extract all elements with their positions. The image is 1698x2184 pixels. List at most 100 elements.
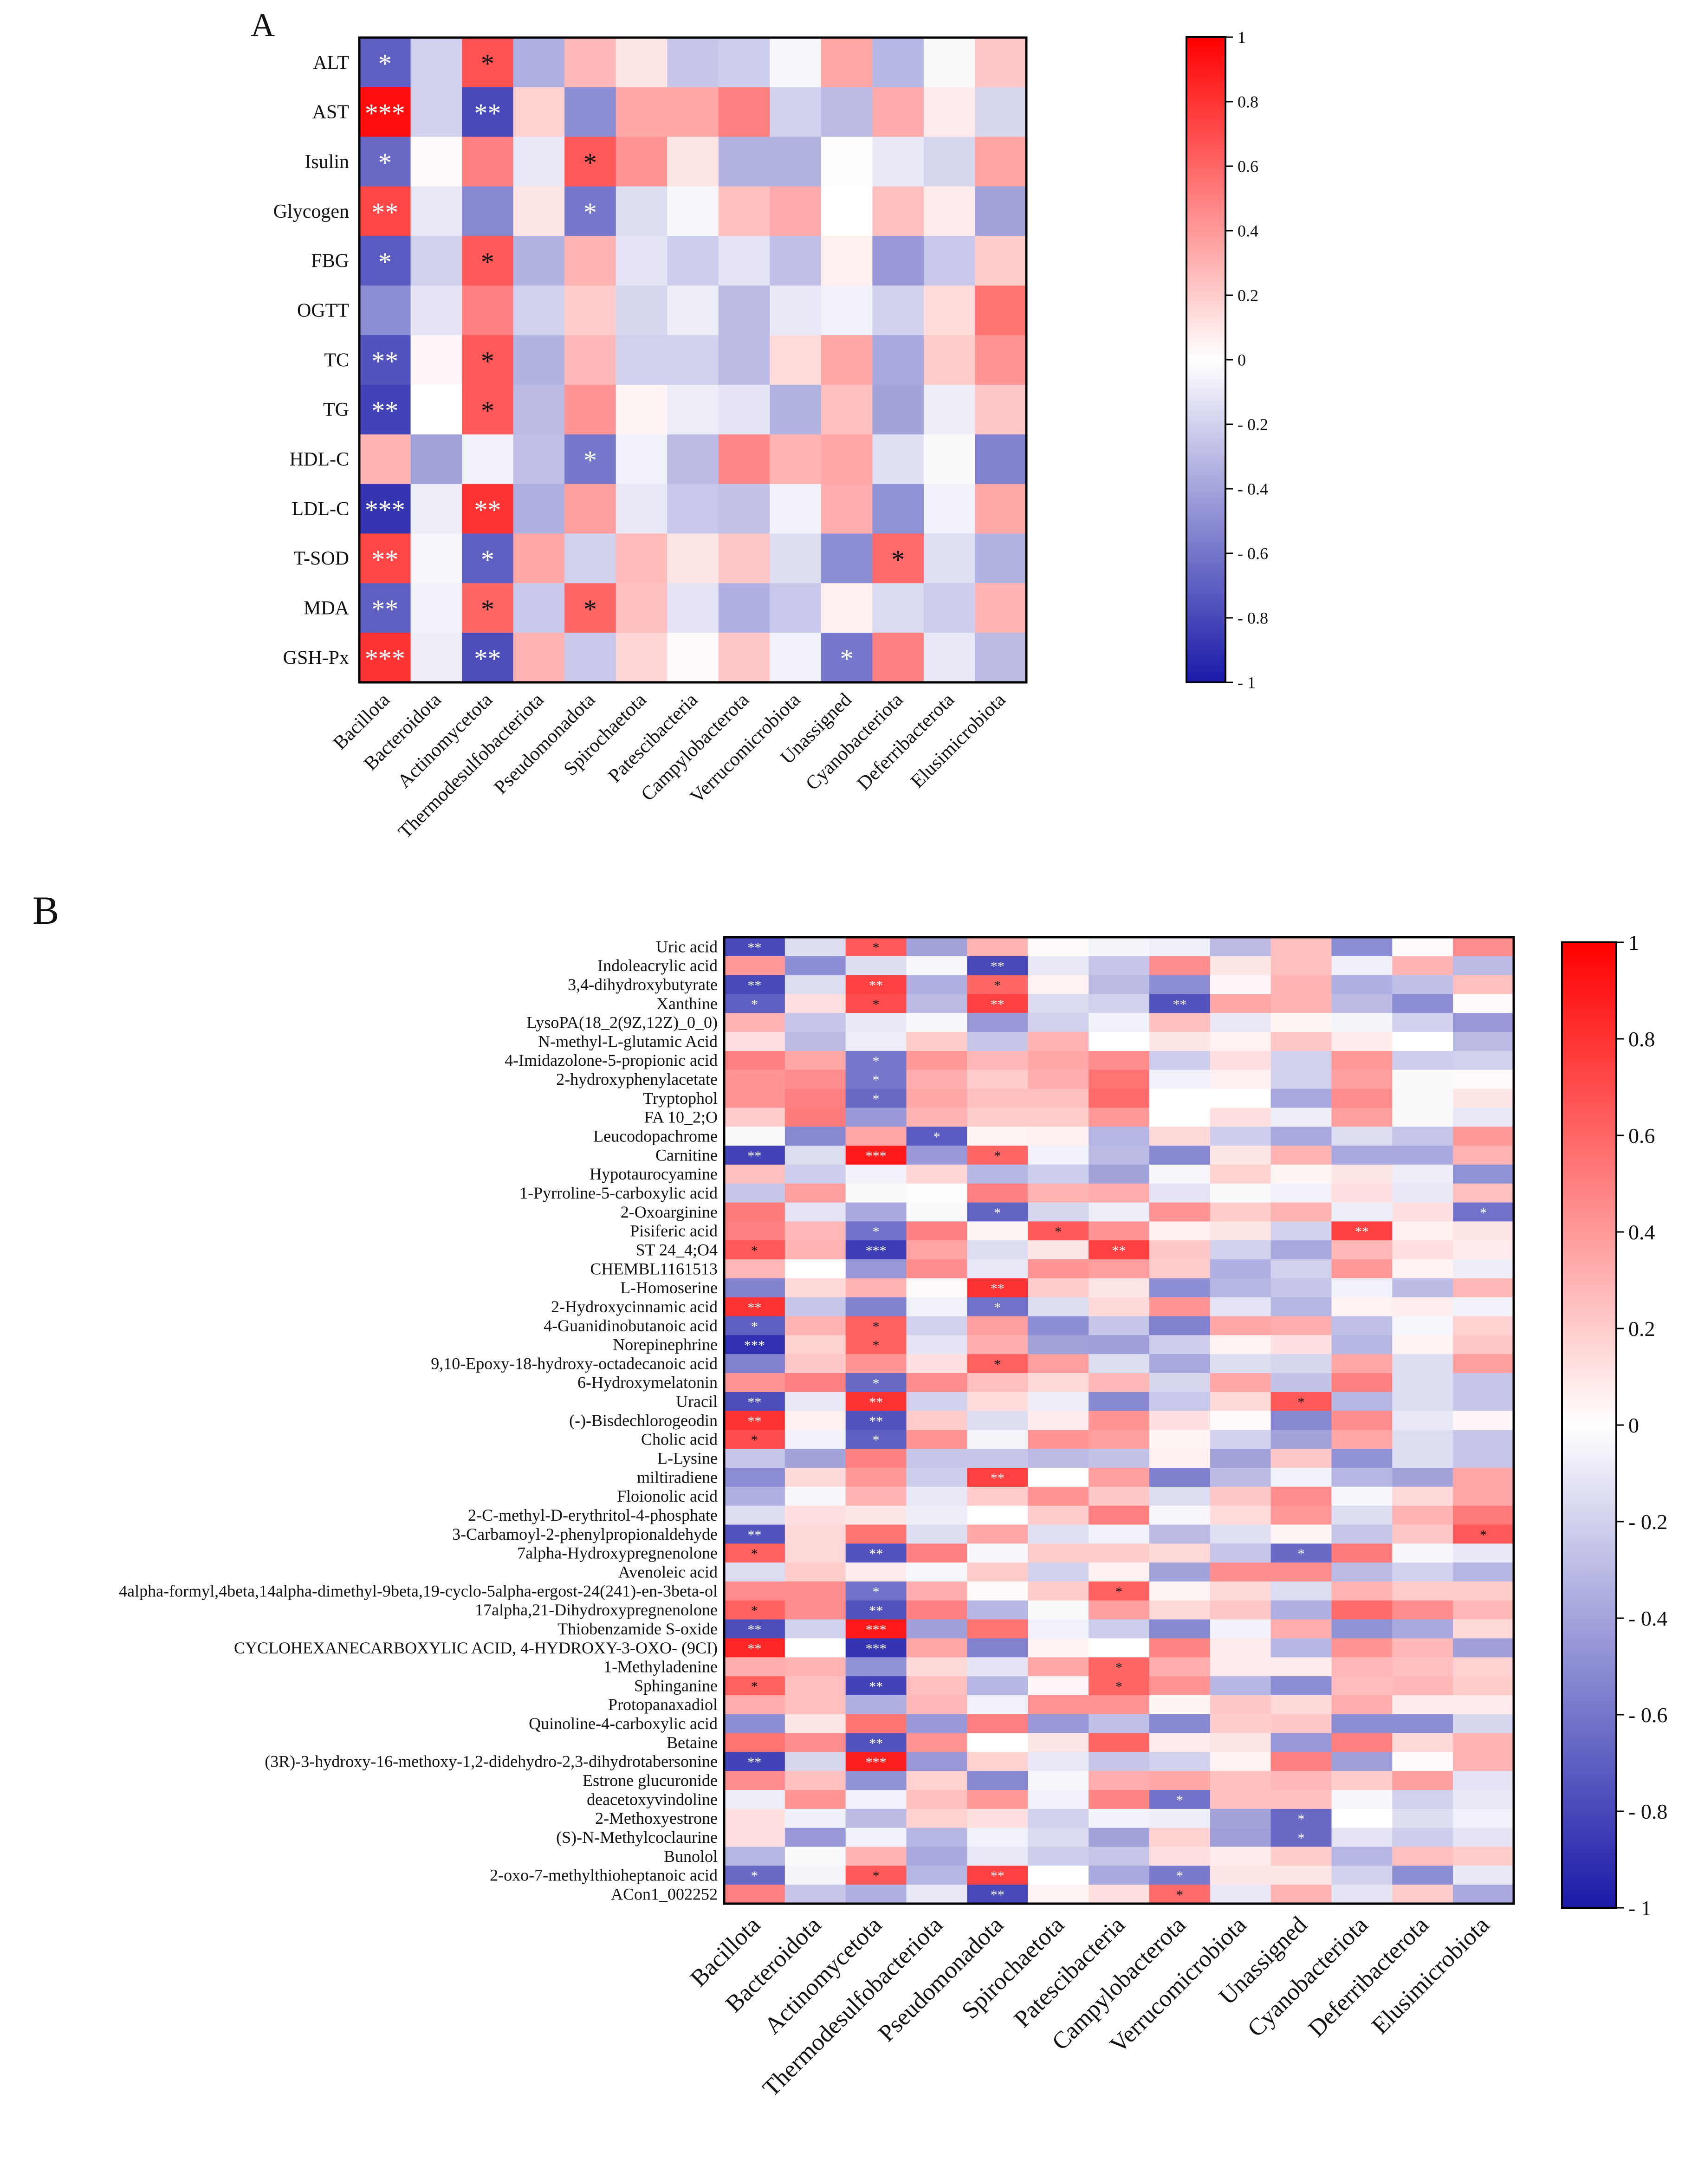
significance-marker: *** [866, 1641, 887, 1656]
heatmap-cell [967, 1790, 1028, 1809]
significance-marker: * [873, 1073, 880, 1088]
row-label: Uric acid [656, 937, 718, 956]
heatmap-cell [1089, 1392, 1150, 1412]
heatmap-cell [1028, 1069, 1089, 1089]
heatmap-cell [1028, 1089, 1089, 1108]
heatmap-cell [906, 1543, 967, 1563]
heatmap-cell [1149, 994, 1211, 1013]
heatmap-cell [724, 994, 785, 1013]
heatmap-cell [1270, 1449, 1332, 1468]
heatmap-cell [1392, 1108, 1453, 1127]
heatmap-cell [1149, 1108, 1211, 1127]
heatmap-cell [967, 1278, 1028, 1298]
heatmap-cell [1270, 1146, 1332, 1165]
heatmap-cell [724, 1752, 785, 1771]
heatmap-cell [784, 1430, 846, 1449]
heatmap-cell [1210, 1847, 1271, 1866]
heatmap-cell [1028, 1733, 1089, 1753]
heatmap-cell [1270, 1127, 1332, 1146]
heatmap-cell [845, 1600, 907, 1620]
heatmap-cell [975, 484, 1027, 534]
heatmap-cell [1392, 1221, 1453, 1241]
row-label: (S)-N-Methylcoclaurine [556, 1828, 718, 1847]
heatmap-cell [1331, 1808, 1393, 1828]
heatmap-cell [784, 1619, 846, 1639]
heatmap-cell [1089, 1581, 1150, 1601]
heatmap-cell [1210, 1430, 1271, 1449]
heatmap-cell [724, 1183, 785, 1203]
heatmap-cell [724, 1411, 785, 1431]
significance-marker: ** [747, 1300, 761, 1315]
heatmap-cell [513, 136, 565, 187]
heatmap-cell [845, 1885, 907, 1904]
heatmap-cell [1149, 1657, 1211, 1677]
heatmap-cell [1392, 1524, 1453, 1544]
heatmap-cell [1149, 956, 1211, 976]
heatmap-cell [845, 1297, 907, 1317]
heatmap-cell [784, 1733, 846, 1753]
heatmap-cell [718, 38, 770, 88]
heatmap-cell [975, 633, 1027, 683]
heatmap-cell [906, 1221, 967, 1241]
heatmap-cell [1210, 1638, 1271, 1658]
heatmap-cell [967, 1619, 1028, 1639]
heatmap-cell [1270, 975, 1332, 995]
panel-a-heatmap: * **** *** *** ** *** *** ***** **** * *** * **** ** *… [273, 28, 1268, 843]
heatmap-cell [1453, 1297, 1514, 1317]
heatmap-cell [1392, 1486, 1453, 1506]
heatmap-cell [1149, 1866, 1211, 1885]
significance-marker: * [873, 1432, 880, 1448]
heatmap-cell [1149, 1714, 1211, 1734]
heatmap-cell [1331, 1259, 1393, 1279]
heatmap-cell [845, 1524, 907, 1544]
row-label: 2-Methoxyestrone [595, 1809, 718, 1828]
heatmap-cell [616, 87, 668, 137]
heatmap-cell [1392, 1127, 1453, 1146]
heatmap-cell [1149, 1316, 1211, 1335]
heatmap-cell [845, 937, 907, 957]
significance-marker: * [751, 1243, 758, 1258]
heatmap-cell [1089, 1430, 1150, 1449]
row-label: 2-Hydroxycinnamic acid [551, 1297, 718, 1316]
significance-marker: ** [869, 1679, 883, 1694]
heatmap-cell [1453, 1089, 1514, 1108]
row-label: FBG [311, 251, 349, 272]
heatmap-cell [1392, 1032, 1453, 1051]
significance-marker: ** [747, 1395, 761, 1410]
heatmap-cell [1392, 1354, 1453, 1374]
heatmap-cell [513, 484, 565, 534]
heatmap-cell [667, 533, 719, 583]
heatmap-cell [872, 434, 924, 485]
heatmap-cell [410, 384, 462, 435]
heatmap-cell [1028, 1619, 1089, 1639]
row-label: 9,10-Epoxy-18-hydroxy-octadecanoic acid [431, 1354, 718, 1373]
heatmap-cell [359, 136, 411, 187]
heatmap-cell [906, 1354, 967, 1374]
heatmap-cell [1210, 937, 1271, 957]
row-label: Uracil [676, 1392, 718, 1411]
heatmap-cell [359, 335, 411, 385]
heatmap-cell [1453, 1050, 1514, 1070]
heatmap-cell [906, 994, 967, 1013]
heatmap-cell [784, 1657, 846, 1677]
heatmap-cell [1210, 1108, 1271, 1127]
heatmap-cell [1392, 1164, 1453, 1184]
row-label: 4-Imidazolone-5-propionic acid [505, 1051, 718, 1069]
heatmap-cell [967, 1771, 1028, 1790]
heatmap-cell [845, 1373, 907, 1393]
heatmap-cell [1270, 1032, 1332, 1051]
heatmap-cell [1149, 1373, 1211, 1393]
heatmap-cell [1270, 1808, 1332, 1828]
heatmap-cell [1149, 1885, 1211, 1904]
heatmap-cell [724, 1866, 785, 1885]
heatmap-cell [1453, 1354, 1514, 1374]
heatmap-cell [1089, 1847, 1150, 1866]
heatmap-cell [1270, 1505, 1332, 1525]
heatmap-cell [872, 87, 924, 137]
heatmap-cell [462, 87, 514, 137]
heatmap-cell [718, 484, 770, 534]
heatmap-cell [784, 1543, 846, 1563]
row-label: N-methyl-L-glutamic Acid [538, 1032, 718, 1050]
heatmap-cell [616, 136, 668, 187]
significance-marker: ** [747, 1641, 761, 1656]
